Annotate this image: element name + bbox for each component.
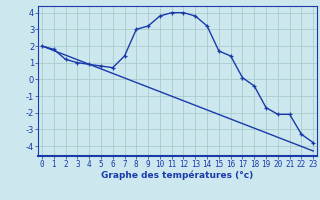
X-axis label: Graphe des températures (°c): Graphe des températures (°c) <box>101 171 254 180</box>
